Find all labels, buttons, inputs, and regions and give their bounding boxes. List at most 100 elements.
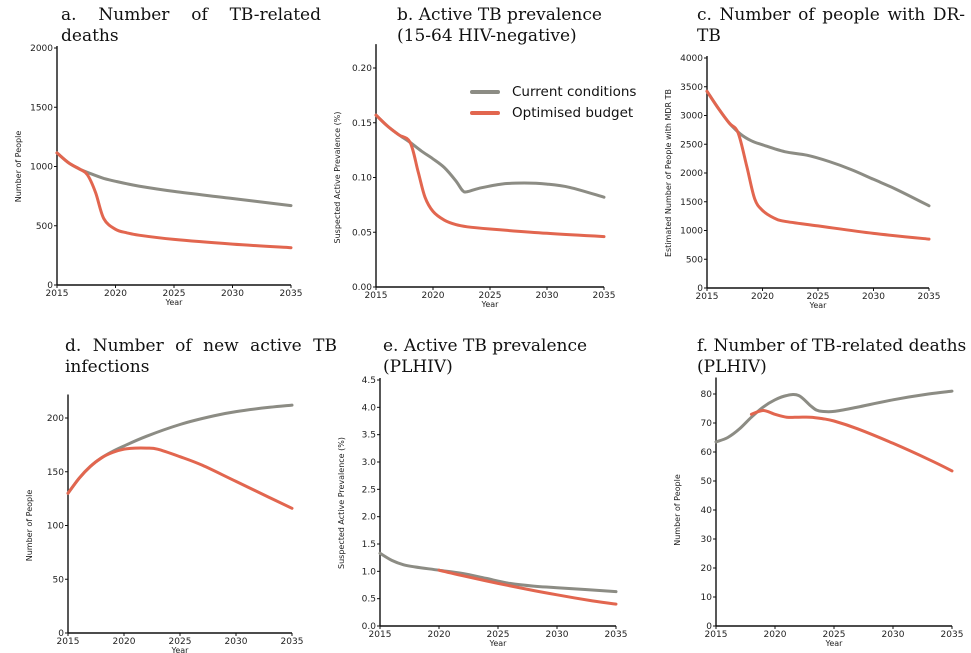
chart-b-y-axis-label: Suspected Active Prevalence (%) <box>333 112 342 244</box>
chart-c-y-tick-label: 3500 <box>680 83 703 93</box>
chart-c-series-optimised-budget <box>705 89 931 241</box>
chart-e-y-tick-label: 2.5 <box>362 485 376 495</box>
chart-a-x-tick-label: 2030 <box>221 289 244 299</box>
chart-f-x-tick-label: 2030 <box>882 630 905 640</box>
panel-d-title-line2-wrap: infections <box>65 357 149 378</box>
chart-e-x-tick-label: 2030 <box>546 630 569 640</box>
chart-d-y-tick-label: 150 <box>47 468 64 478</box>
chart-b: 0.00 0.05 0.10 0.15 0.20 2015 2020 2025 2030 2035… <box>333 44 615 309</box>
chart-d-y-tick-label: 50 <box>53 575 65 585</box>
chart-c-x-tick-label: 2030 <box>862 292 885 302</box>
chart-f-y-tick-label: 70 <box>701 419 713 429</box>
chart-f-y-tick-label: 60 <box>701 448 713 458</box>
legend-swatch-current-conditions <box>470 89 500 94</box>
chart-b-x-tick-label: 2015 <box>365 291 388 301</box>
chart-a-x-tick-label: 2025 <box>163 289 186 299</box>
chart-f-y-tick-label: 10 <box>701 593 713 603</box>
chart-d-x-tick-label: 2030 <box>225 637 248 647</box>
chart-c-x-tick-label: 2015 <box>696 292 719 302</box>
panel-a-title: a. Number of TB-related <box>61 5 321 26</box>
chart-f-y-tick-label: 20 <box>701 564 713 574</box>
chart-e-y-tick-label: 4.0 <box>362 403 377 413</box>
chart-a-y-tick-label: 1500 <box>30 103 53 113</box>
chart-d-series-current-conditions <box>66 403 294 495</box>
chart-d-y-tick-label: 0 <box>58 629 64 639</box>
panel-d-title-line2: infections <box>65 357 150 377</box>
chart-a-series-current-conditions <box>55 151 293 208</box>
chart-f-x-tick-label: 2015 <box>705 630 728 640</box>
chart-b-y-tick-label: 0.05 <box>352 228 372 238</box>
chart-a-x-tick-label: 2020 <box>104 289 127 299</box>
chart-a-y-tick-label: 2000 <box>30 44 53 54</box>
chart-b-x-tick-label: 2020 <box>422 291 445 301</box>
chart-e-x-tick-label: 2025 <box>487 630 510 640</box>
chart-e-y-tick-label: 0.5 <box>362 595 376 605</box>
panel-c-title-line2-wrap: TB <box>697 26 721 47</box>
chart-e-y-tick-label: 0.0 <box>362 622 377 632</box>
chart-a-y-tick-label: 1000 <box>30 163 53 173</box>
chart-f-y-axis-label: Number of People <box>673 474 682 546</box>
panel-b-title-line1: b. Active TB prevalence <box>397 5 602 25</box>
panel-c-title: c. Number of people with DR- <box>697 5 965 26</box>
legend-label-current-conditions: Current conditions <box>512 83 637 100</box>
chart-c-y-tick-label: 1000 <box>680 227 703 237</box>
chart-a-series-optimised-budget <box>55 151 293 250</box>
chart-e-x-tick-label: 2035 <box>605 630 628 640</box>
chart-a-y-tick-label: 0 <box>47 281 53 291</box>
chart-e-x-axis-label: Year <box>489 639 508 648</box>
panel-e-title-line1: e. Active TB prevalence <box>383 336 588 356</box>
chart-c-x-tick-label: 2035 <box>918 292 941 302</box>
panel-f-title: f. Number of TB-related deaths (PLHIV) <box>697 336 966 378</box>
chart-b-x-tick-label: 2025 <box>479 291 502 301</box>
panel-e-title: e. Active TB prevalence (PLHIV) <box>383 336 587 378</box>
chart-c-y-tick-label: 0 <box>697 284 703 294</box>
chart-e-x-tick-label: 2020 <box>428 630 451 640</box>
chart-e-y-tick-label: 2.0 <box>362 513 377 523</box>
legend-label-optimised-budget: Optimised budget <box>512 104 634 121</box>
chart-d-y-tick-label: 200 <box>47 414 64 424</box>
chart-f-series-optimised-budget <box>749 409 954 473</box>
chart-b-series-optimised-budget <box>374 113 606 239</box>
chart-b-series-current-conditions <box>374 113 606 199</box>
panel-e-title-line2: (PLHIV) <box>383 357 453 377</box>
chart-f-series-current-conditions <box>714 389 954 444</box>
chart-f-x-tick-label: 2025 <box>823 630 846 640</box>
legend-item-current-conditions: Current conditions <box>470 81 636 102</box>
chart-e-y-tick-label: 4.5 <box>362 376 376 386</box>
chart-e-y-tick-label: 1.5 <box>362 540 376 550</box>
panel-d-title: d. Number of new active TB <box>65 336 337 357</box>
chart-e-x-tick-label: 2015 <box>369 630 392 640</box>
panel-b-title: b. Active TB prevalence (15-64 HIV-negat… <box>397 5 602 47</box>
chart-e-series-current-conditions <box>378 551 618 594</box>
chart-c-y-tick-label: 2500 <box>680 140 703 150</box>
chart-e-y-axis-label: Suspected Active Prevalence (%) <box>337 437 346 569</box>
chart-c-y-tick-label: 500 <box>686 255 703 265</box>
panel-c-title-line2: TB <box>697 26 721 46</box>
panel-b-title-line2: (15-64 HIV-negative) <box>397 26 577 46</box>
chart-f-x-axis-label: Year <box>825 639 844 648</box>
panel-c-title-line1: c. Number of people with DR- <box>697 5 965 25</box>
chart-b-y-tick-label: 0.00 <box>352 283 372 293</box>
chart-b-x-tick-label: 2030 <box>536 291 559 301</box>
chart-f-y-tick-label: 50 <box>701 477 713 487</box>
panel-f-title-line2: (PLHIV) <box>697 357 767 377</box>
chart-f-x-tick-label: 2035 <box>941 630 964 640</box>
chart-d-x-tick-label: 2025 <box>169 637 192 647</box>
chart-c-y-tick-label: 1500 <box>680 198 703 208</box>
chart-e-y-tick-label: 3.0 <box>362 458 377 468</box>
chart-e-y-tick-label: 3.5 <box>362 431 376 441</box>
chart-f-y-tick-label: 80 <box>701 390 713 400</box>
chart-b-x-tick-label: 2035 <box>593 291 616 301</box>
chart-a-y-axis-label: Number of People <box>14 131 23 203</box>
chart-f-y-tick-label: 30 <box>701 535 713 545</box>
chart-c: 0 500 1000 1500 2000 2500 3000 3500 4000 2015 2020… <box>664 54 940 310</box>
chart-d-x-axis-label: Year <box>171 646 190 653</box>
chart-d-x-tick-label: 2020 <box>113 637 136 647</box>
chart-d-x-tick-label: 2035 <box>281 637 304 647</box>
chart-d-y-axis-label: Number of People <box>25 490 34 562</box>
chart-c-y-tick-label: 2000 <box>680 169 703 179</box>
panel-a-title-line2: deaths <box>61 26 119 46</box>
panel-a-title-line1: a. Number of TB-related <box>61 5 321 25</box>
chart-c-y-tick-label: 3000 <box>680 112 703 122</box>
